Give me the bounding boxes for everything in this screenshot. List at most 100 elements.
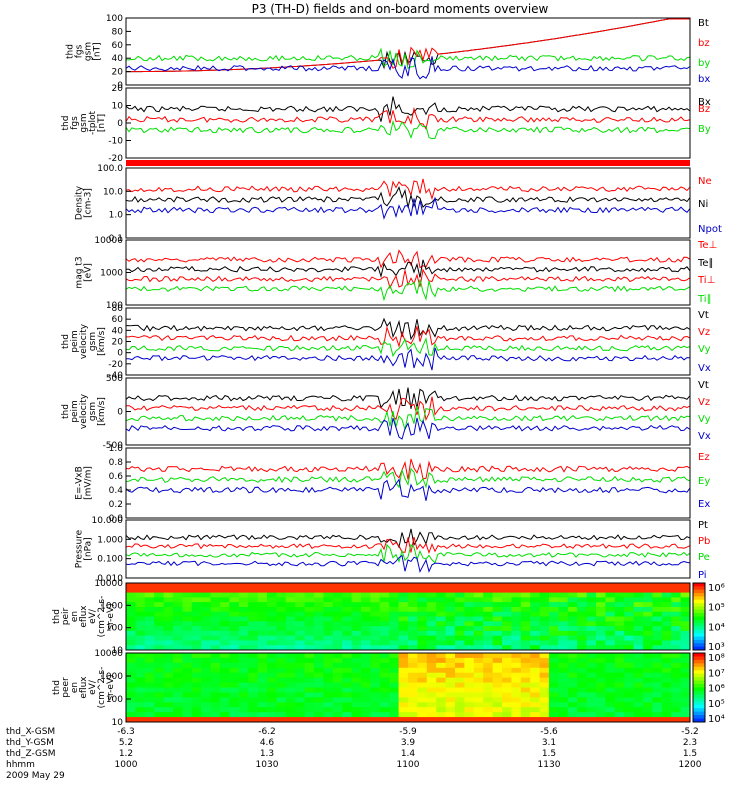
velocity1-ytick: 60 xyxy=(112,315,124,325)
fgs_gse-ytick: 0 xyxy=(117,119,123,129)
velocity1-trace-Vt xyxy=(125,317,691,341)
fgs_gse-trace-Bx xyxy=(125,96,691,122)
x-tick-value: 1100 xyxy=(397,760,420,770)
x-row-label: thd_Y-GSM xyxy=(6,738,54,748)
panel-elec_spec: 10⁸ 10⁷ 10⁶ 10⁵ 10⁴ 10000 1000 100 10 thdpeerenef… xyxy=(52,649,725,728)
fgs_btot-ytick: 100 xyxy=(106,14,123,24)
fgs_btot-legend-by: by xyxy=(698,58,710,69)
panel-pressure: Pt Pb Pe Pi 10.000 1.000 0.100 0.010Pressure[nP… xyxy=(75,516,711,584)
x-tick-value: 1030 xyxy=(256,760,279,770)
pressure-legend-Pb: Pb xyxy=(698,536,710,547)
x-tick-value: 3.1 xyxy=(542,738,556,748)
fgs_gse-ytick: 10 xyxy=(112,102,124,112)
x-tick-value: 1000 xyxy=(115,760,138,770)
panel-efield: Ez Ey Ex 1.0 0.8 0.6 0.4 0.2 0.0 E=-VxB[mV/m] xyxy=(75,444,711,524)
pressure-trace-Pb xyxy=(125,536,691,554)
velocity1-legend-Vt: Vt xyxy=(698,310,709,321)
x-tick-value: 1.4 xyxy=(401,749,416,759)
x-row-label: thd_X-GSM xyxy=(6,727,55,737)
velocity2-legend-Vy: Vy xyxy=(698,414,711,425)
x-tick-value: 3.9 xyxy=(401,738,416,748)
x-row-label: hhmm xyxy=(6,760,35,770)
fgs_gse-ytick: -10 xyxy=(108,137,123,147)
elec_spec-ytick: 100 xyxy=(106,695,123,705)
x-date: 2009 May 29 xyxy=(6,771,65,781)
density-legend-Ne: Ne xyxy=(698,176,712,187)
pressure-legend-Pt: Pt xyxy=(698,520,708,531)
velocity1-legend-Vz: Vz xyxy=(698,327,710,338)
fgs_btot-legend-bz: bz xyxy=(698,38,710,49)
velocity2-ytick: -500 xyxy=(103,441,124,451)
velocity2-trace-Vt xyxy=(125,387,691,409)
temperature-legend-Ti∥: Ti∥ xyxy=(697,294,712,305)
temperature-ytick: 10000 xyxy=(94,236,123,246)
ion_spec-colorbar-label: 10⁵ xyxy=(708,603,725,614)
velocity1-trace-Vx xyxy=(126,347,691,371)
x-tick-value: -6.2 xyxy=(258,727,276,737)
density-legend-Ni: Ni xyxy=(698,199,708,210)
fgs_gse-legend-By: By xyxy=(698,124,711,135)
ion_spec-ytick: 10000 xyxy=(94,579,123,589)
temperature-ylabel: mag t3[eV] xyxy=(75,256,94,288)
plot-title: P3 (TH-D) fields and on-board moments ov… xyxy=(252,2,549,16)
x-tick-value: -5.2 xyxy=(681,727,699,737)
efield-ylabel: E=-VxB[mV/m] xyxy=(75,466,94,500)
ion_spec-colorbar-label: 10³ xyxy=(708,642,725,653)
fgs_gse-trace-By xyxy=(125,119,691,140)
elec_spec-colorbar-label: 10⁴ xyxy=(708,714,725,725)
velocity2-legend-Vt: Vt xyxy=(698,380,709,391)
elec_spec-colorbar-label: 10⁷ xyxy=(708,668,725,679)
ion_spec-colorbar: 10⁶ 10⁵ 10⁴ 10³ xyxy=(692,582,725,653)
efield-ytick: 0.4 xyxy=(109,486,124,496)
efield-ytick: 1.0 xyxy=(109,444,124,454)
temperature-ytick: 100 xyxy=(106,301,123,311)
x-tick-value: 1.2 xyxy=(119,749,133,759)
fgs_gse-ytick: 20 xyxy=(112,84,124,94)
fgs_gse-ylabel: thdfgsgsm-tplot[nT] xyxy=(61,111,107,135)
density-frame xyxy=(125,167,691,239)
ion_spec-frame xyxy=(125,582,691,651)
pressure-ytick: 0.100 xyxy=(97,555,123,565)
fgs_btot-legend-bx: bx xyxy=(698,74,710,85)
temperature-trace-Te∥ xyxy=(125,259,691,279)
velocity1-ytick: 0 xyxy=(117,349,123,359)
panel-ion_spec: 10⁶ 10⁵ 10⁴ 10³ 10000 1000 100 10 thdpeireneflux… xyxy=(52,579,725,656)
x-tick-value: 1130 xyxy=(538,760,561,770)
pressure-trace-Pe xyxy=(125,543,691,564)
temperature-trace-Ti⊥ xyxy=(125,268,691,290)
efield-trace-Ez xyxy=(125,458,691,480)
elec_spec-colorbar: 10⁸ 10⁷ 10⁶ 10⁵ 10⁴ xyxy=(692,652,725,725)
velocity2-ytick: 500 xyxy=(106,374,123,384)
fgs_btot-ytick: 80 xyxy=(112,27,124,37)
elec_spec-ytick: 10 xyxy=(112,718,124,728)
velocity1-ytick: 80 xyxy=(112,304,124,314)
panel-velocity2: Vt Vz Vy Vx 500 0 -500 thdpeimvelocitygsm[km/s] xyxy=(61,374,711,451)
pressure-ytick: 10.000 xyxy=(92,516,124,526)
fgs_btot-ytick: 60 xyxy=(112,41,124,51)
velocity2-ytick: 0 xyxy=(117,408,123,418)
ion_spec-colorbar-label: 10⁴ xyxy=(708,622,725,633)
pressure-ytick: 1.000 xyxy=(97,535,123,545)
fgs_gse-ytick: -20 xyxy=(108,154,123,164)
fgs_btot-legend-Bt: Bt xyxy=(698,18,709,29)
panel-density: Ne Ni Npot 100.0 10.0 1.0 0.1 Density[cm-3] xyxy=(75,164,722,244)
density-trace-Ne xyxy=(125,178,691,201)
velocity2-ylabel: thdpeimvelocitygsm[km/s] xyxy=(61,393,107,429)
temperature-legend-Ti⊥: Ti⊥ xyxy=(697,275,715,286)
x-tick-value: -5.9 xyxy=(399,727,417,737)
elec_spec-frame xyxy=(125,652,691,723)
fgs_btot-trace-bx xyxy=(125,56,691,80)
fgs_gse-frame xyxy=(125,87,691,159)
efield-legend-Ex: Ex xyxy=(698,499,710,510)
temperature-trace-Ti∥ xyxy=(125,279,691,302)
velocity2-legend-Vz: Vz xyxy=(698,397,710,408)
pressure-frame xyxy=(125,519,691,579)
fgs_btot-trace-bz xyxy=(126,18,690,73)
ion_spec-ytick: 100 xyxy=(106,624,123,634)
ion_spec-ytick: 1000 xyxy=(100,601,123,611)
x-tick-value: 1.5 xyxy=(683,749,697,759)
